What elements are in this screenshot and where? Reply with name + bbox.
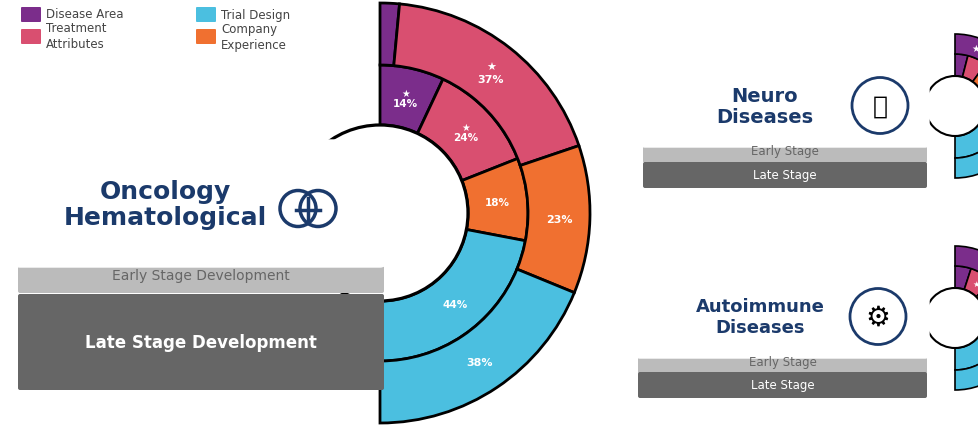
Wedge shape — [516, 146, 590, 293]
FancyBboxPatch shape — [641, 65, 928, 148]
FancyBboxPatch shape — [636, 275, 928, 358]
Wedge shape — [954, 302, 978, 370]
Text: Trial Design: Trial Design — [221, 9, 289, 21]
Text: Late Stage: Late Stage — [750, 379, 814, 391]
Text: Diseases: Diseases — [715, 319, 804, 337]
Circle shape — [291, 126, 467, 301]
Wedge shape — [963, 269, 978, 297]
Text: ⚙: ⚙ — [865, 303, 890, 331]
Text: Late Stage: Late Stage — [752, 169, 816, 182]
FancyBboxPatch shape — [196, 8, 216, 23]
Text: ★: ★ — [462, 123, 469, 133]
FancyBboxPatch shape — [21, 30, 41, 45]
Text: Neuro: Neuro — [731, 87, 797, 106]
Wedge shape — [417, 80, 517, 181]
Circle shape — [849, 289, 905, 345]
Wedge shape — [393, 5, 578, 166]
Wedge shape — [975, 282, 978, 309]
Text: 38%: 38% — [466, 357, 493, 367]
FancyBboxPatch shape — [196, 30, 216, 45]
Text: Oncology: Oncology — [100, 180, 231, 204]
Text: ★: ★ — [485, 63, 496, 72]
Text: 37%: 37% — [477, 75, 504, 84]
Text: ★: ★ — [401, 89, 410, 98]
Wedge shape — [954, 326, 978, 390]
FancyBboxPatch shape — [643, 140, 926, 164]
Text: 44%: 44% — [442, 299, 467, 309]
Text: Early Stage: Early Stage — [750, 145, 819, 158]
FancyBboxPatch shape — [643, 163, 926, 189]
Wedge shape — [954, 76, 978, 158]
Text: 24%: 24% — [453, 133, 478, 143]
Wedge shape — [379, 230, 525, 361]
Text: 🧠: 🧠 — [871, 94, 887, 118]
Wedge shape — [954, 55, 967, 78]
FancyBboxPatch shape — [21, 8, 41, 23]
Circle shape — [851, 78, 907, 134]
FancyBboxPatch shape — [14, 141, 385, 268]
Wedge shape — [379, 4, 399, 66]
Circle shape — [924, 77, 978, 137]
Text: Company
Experience: Company Experience — [221, 23, 287, 52]
Wedge shape — [954, 107, 978, 178]
Text: ★: ★ — [972, 279, 978, 288]
Text: Early Stage: Early Stage — [748, 356, 816, 368]
Wedge shape — [379, 270, 574, 423]
FancyBboxPatch shape — [638, 350, 926, 374]
FancyBboxPatch shape — [18, 257, 383, 294]
Wedge shape — [954, 246, 978, 282]
Text: Hematological: Hematological — [64, 206, 266, 230]
Wedge shape — [954, 266, 970, 290]
FancyBboxPatch shape — [638, 372, 926, 398]
Wedge shape — [954, 35, 978, 67]
Text: Autoimmune: Autoimmune — [694, 298, 823, 316]
FancyBboxPatch shape — [18, 294, 383, 390]
Wedge shape — [462, 159, 527, 241]
Text: ★: ★ — [970, 43, 978, 54]
Wedge shape — [961, 57, 978, 83]
Text: 18%: 18% — [484, 197, 510, 207]
Text: Early Stage Development: Early Stage Development — [112, 268, 289, 282]
Text: Late Stage Development: Late Stage Development — [85, 333, 317, 351]
Wedge shape — [379, 66, 443, 134]
Text: Treatment
Attributes: Treatment Attributes — [46, 23, 107, 52]
Text: 23%: 23% — [545, 214, 571, 224]
Text: Diseases: Diseases — [716, 108, 813, 127]
Wedge shape — [971, 65, 978, 89]
Text: 14%: 14% — [393, 98, 418, 109]
Text: Disease Area: Disease Area — [46, 9, 123, 21]
Circle shape — [924, 288, 978, 348]
